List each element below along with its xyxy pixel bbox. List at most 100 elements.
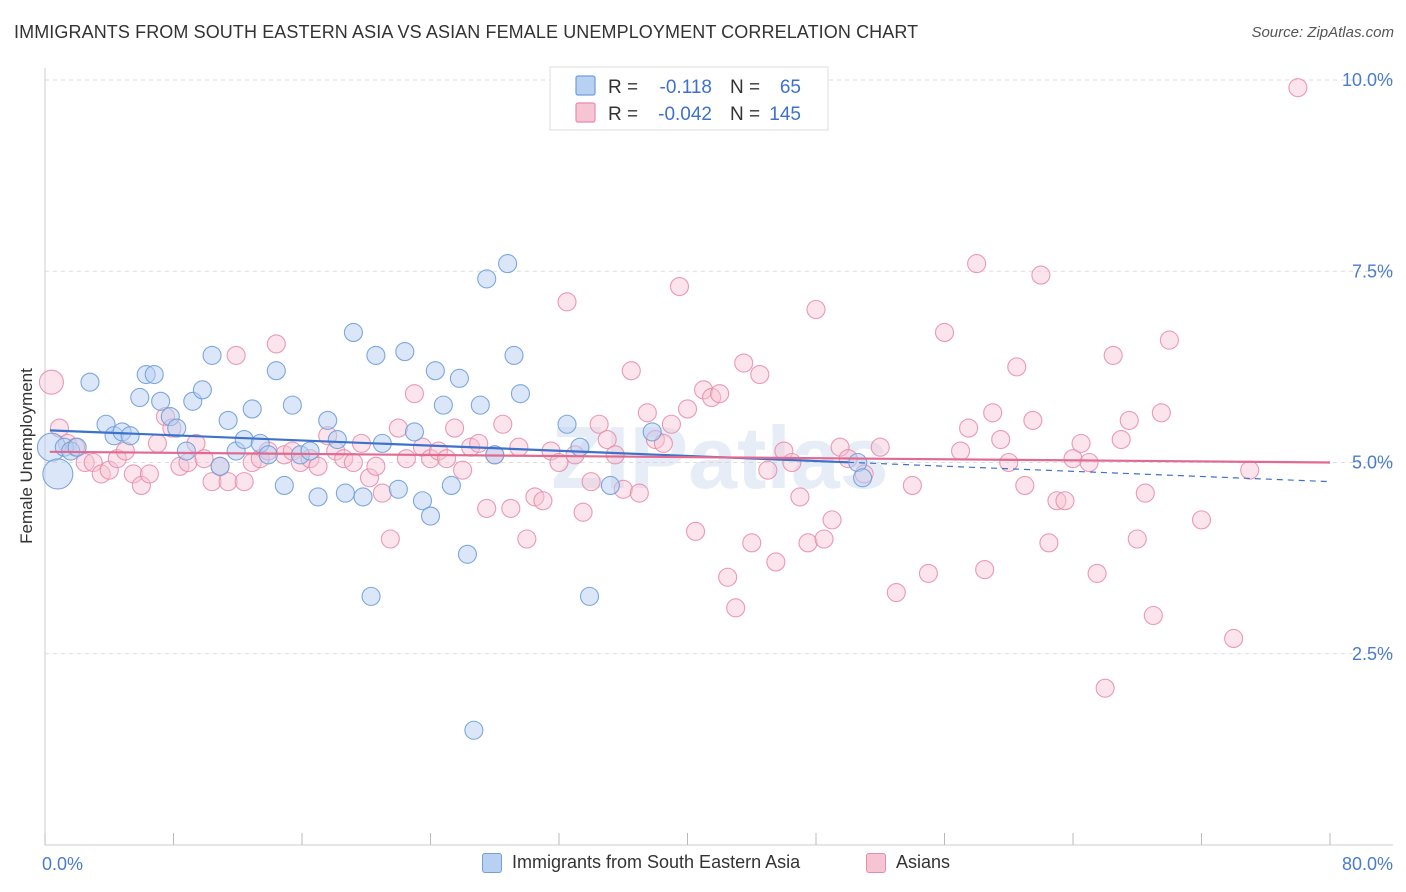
x-tick-label-min: 0.0% xyxy=(42,854,83,874)
data-point-immigrants xyxy=(176,441,196,461)
data-point-immigrants xyxy=(457,544,477,564)
data-point-immigrants xyxy=(510,384,531,404)
legend-n-value: 145 xyxy=(769,104,801,125)
data-point-asians xyxy=(437,449,457,469)
data-point-asians xyxy=(380,529,400,549)
data-point-immigrants xyxy=(343,322,363,343)
data-point-asians xyxy=(1071,433,1091,453)
data-point-asians xyxy=(830,437,850,457)
source-credit: Source: ZipAtlas.com xyxy=(1251,24,1394,41)
data-point-asians xyxy=(308,456,328,476)
data-point-immigrants xyxy=(167,418,187,438)
data-point-asians xyxy=(653,433,673,453)
data-point-immigrants xyxy=(395,342,415,362)
data-point-asians xyxy=(991,429,1011,450)
data-point-immigrants xyxy=(144,364,164,385)
data-point-immigrants xyxy=(600,475,620,496)
data-point-asians xyxy=(123,464,143,484)
data-point-asians xyxy=(918,563,938,583)
tick-labels: 2.5% 5.0% 7.5% 10.0% 0.0% 80.0% xyxy=(42,70,1393,874)
data-point-immigrants xyxy=(335,483,355,503)
data-point-immigrants xyxy=(642,422,662,442)
data-point-immigrants xyxy=(420,506,441,526)
legend-swatch-pink xyxy=(575,102,596,123)
data-point-immigrants xyxy=(67,437,87,457)
gridlines xyxy=(45,79,1393,655)
data-point-asians xyxy=(1095,678,1115,698)
data-point-asians xyxy=(218,472,238,492)
data-point-immigrants xyxy=(388,479,408,499)
data-point-asians xyxy=(1127,529,1147,549)
data-point-asians xyxy=(1159,330,1179,350)
data-point-asians xyxy=(1119,410,1139,430)
data-point-asians xyxy=(1224,628,1244,649)
data-point-asians xyxy=(758,460,778,480)
data-point-asians xyxy=(477,498,497,518)
data-point-asians xyxy=(202,472,222,492)
data-point-asians xyxy=(870,437,890,457)
data-point-immigrants xyxy=(266,361,286,381)
data-point-asians xyxy=(694,380,714,400)
legend-item-asians[interactable]: Asians xyxy=(866,852,950,873)
data-point-immigrants xyxy=(282,395,302,415)
data-point-asians xyxy=(1143,605,1163,626)
data-point-asians xyxy=(493,414,513,434)
legend-r-label: R = xyxy=(608,77,638,98)
data-point-asians xyxy=(533,491,553,511)
chart-title: IMMIGRANTS FROM SOUTH EASTERN ASIA VS AS… xyxy=(14,22,919,42)
data-point-asians xyxy=(967,254,987,274)
data-point-asians xyxy=(38,369,64,395)
legend-label-immigrants: Immigrants from South Eastern Asia xyxy=(512,852,801,872)
data-point-asians xyxy=(509,437,529,457)
data-point-immigrants xyxy=(151,391,171,411)
data-point-asians xyxy=(445,418,465,438)
y-tick-label: 5.0% xyxy=(1352,453,1393,473)
data-point-asians xyxy=(999,452,1019,473)
trend-line-immigrants-extrapolated xyxy=(848,461,1331,483)
data-point-immigrants xyxy=(80,372,100,392)
data-point-asians xyxy=(1031,265,1051,285)
data-point-asians xyxy=(790,487,810,507)
data-point-immigrants xyxy=(470,395,490,415)
data-point-asians xyxy=(517,529,537,549)
data-point-immigrants xyxy=(477,269,497,289)
data-point-asians xyxy=(902,475,922,496)
data-point-asians xyxy=(597,429,617,450)
trend-lines xyxy=(49,429,1331,483)
data-point-asians xyxy=(1015,475,1035,496)
data-point-immigrants xyxy=(449,368,469,388)
data-point-immigrants xyxy=(361,586,381,606)
series-asians xyxy=(38,78,1308,698)
data-point-immigrants xyxy=(42,458,74,490)
y-tick-label: 10.0% xyxy=(1342,70,1393,90)
data-point-asians xyxy=(139,464,159,484)
data-point-asians xyxy=(806,299,826,320)
data-point-asians xyxy=(147,433,167,453)
data-point-asians xyxy=(629,483,649,503)
data-point-immigrants xyxy=(412,491,433,511)
y-tick-label: 2.5% xyxy=(1352,644,1393,664)
data-point-immigrants xyxy=(433,395,453,415)
data-point-asians xyxy=(396,449,416,469)
data-point-immigrants xyxy=(366,345,386,365)
data-point-immigrants xyxy=(353,487,373,507)
legend-r-value: -0.118 xyxy=(660,77,712,98)
data-point-immigrants xyxy=(504,345,524,365)
legend-label-asians: Asians xyxy=(896,852,951,872)
data-point-asians xyxy=(1055,491,1075,511)
data-point-asians xyxy=(661,414,681,434)
data-point-immigrants xyxy=(130,387,150,408)
data-point-immigrants xyxy=(464,720,484,740)
legend-item-immigrants[interactable]: Immigrants from South Eastern Asia xyxy=(482,852,800,873)
data-point-asians xyxy=(372,483,392,503)
data-point-immigrants xyxy=(258,445,278,465)
data-point-asians xyxy=(1007,357,1027,377)
data-point-asians xyxy=(1103,345,1123,365)
data-point-asians xyxy=(1039,533,1059,553)
data-point-asians xyxy=(766,552,786,572)
data-point-immigrants xyxy=(242,399,262,419)
data-point-asians xyxy=(589,414,609,434)
data-point-asians xyxy=(131,475,151,496)
data-point-immigrants xyxy=(425,361,445,381)
